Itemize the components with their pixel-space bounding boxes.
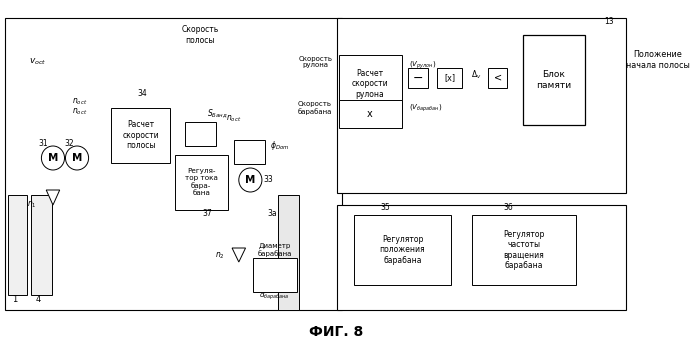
Bar xyxy=(31,195,52,295)
Bar xyxy=(278,195,299,310)
Bar xyxy=(234,140,265,164)
Bar xyxy=(8,195,27,295)
Text: Скорость
рулона: Скорость рулона xyxy=(298,55,332,69)
Text: [x]: [x] xyxy=(444,73,455,82)
Text: $v_{oct}$: $v_{oct}$ xyxy=(29,57,46,67)
Text: Регуля-
тор тока
бара-
бана: Регуля- тор тока бара- бана xyxy=(185,168,217,196)
Polygon shape xyxy=(46,190,59,205)
Circle shape xyxy=(239,168,262,192)
Bar xyxy=(408,68,428,88)
Bar xyxy=(437,68,462,88)
Bar xyxy=(110,108,171,163)
Text: $n_{oct}$: $n_{oct}$ xyxy=(226,114,242,124)
Text: $n_{oct}$: $n_{oct}$ xyxy=(72,107,87,117)
Text: M: M xyxy=(245,175,256,185)
Bar xyxy=(185,122,216,146)
Circle shape xyxy=(66,146,89,170)
Polygon shape xyxy=(232,248,245,262)
Text: <: < xyxy=(493,73,502,83)
Text: ($V_{барабан}$): ($V_{барабан}$) xyxy=(409,102,442,114)
Text: M: M xyxy=(72,153,82,163)
Text: 34: 34 xyxy=(138,88,147,97)
Text: $S_{Банд}$: $S_{Банд}$ xyxy=(207,108,228,120)
Text: Скорость
полосы: Скорость полосы xyxy=(182,25,219,45)
Text: 4: 4 xyxy=(36,295,41,304)
Text: $n_1$: $n_1$ xyxy=(27,200,36,210)
Bar xyxy=(339,100,401,128)
Text: Скорость
барабана: Скорость барабана xyxy=(298,101,332,115)
Bar xyxy=(337,18,626,193)
Text: $d_{барабана}$: $d_{барабана}$ xyxy=(259,290,289,302)
Circle shape xyxy=(41,146,64,170)
Text: 35: 35 xyxy=(380,203,390,212)
Text: −: − xyxy=(412,71,423,85)
Text: 32: 32 xyxy=(64,140,74,149)
Text: $\phi_{Dom}$: $\phi_{Dom}$ xyxy=(270,140,289,152)
Bar xyxy=(175,155,228,210)
Text: Расчет
скорости
рулона: Расчет скорости рулона xyxy=(352,69,388,99)
Text: ($V_{рулон}$): ($V_{рулон}$) xyxy=(409,59,436,71)
Text: 1: 1 xyxy=(12,295,17,304)
Bar xyxy=(337,205,626,310)
Text: 33: 33 xyxy=(264,175,273,184)
Bar xyxy=(472,215,576,285)
Bar xyxy=(488,68,507,88)
Text: $\Delta_v$: $\Delta_v$ xyxy=(471,69,482,81)
Bar xyxy=(339,55,401,113)
Text: Диаметр
барабана: Диаметр барабана xyxy=(257,243,291,257)
Text: x: x xyxy=(367,109,373,119)
Text: 31: 31 xyxy=(38,140,48,149)
Text: 36: 36 xyxy=(503,203,513,212)
Bar xyxy=(523,35,586,125)
Text: $n_{oct}$: $n_{oct}$ xyxy=(72,97,87,107)
Bar xyxy=(354,215,451,285)
Bar xyxy=(7,18,55,308)
Text: Положение
начала полосы: Положение начала полосы xyxy=(626,50,690,70)
Bar xyxy=(5,18,342,310)
Text: 13: 13 xyxy=(604,17,614,26)
Text: Блок
памяти: Блок памяти xyxy=(536,70,571,90)
Text: Регулятор
положения
барабана: Регулятор положения барабана xyxy=(380,235,425,265)
Text: 3a: 3a xyxy=(268,208,278,218)
Text: Расчет
скорости
полосы: Расчет скорости полосы xyxy=(122,120,159,150)
Text: $n_2$: $n_2$ xyxy=(215,251,224,261)
Bar xyxy=(253,258,296,292)
Text: M: M xyxy=(48,153,58,163)
Text: ФИГ. 8: ФИГ. 8 xyxy=(309,325,363,339)
Text: Регулятор
частоты
вращения
барабана: Регулятор частоты вращения барабана xyxy=(503,230,545,270)
Text: 37: 37 xyxy=(202,208,212,218)
